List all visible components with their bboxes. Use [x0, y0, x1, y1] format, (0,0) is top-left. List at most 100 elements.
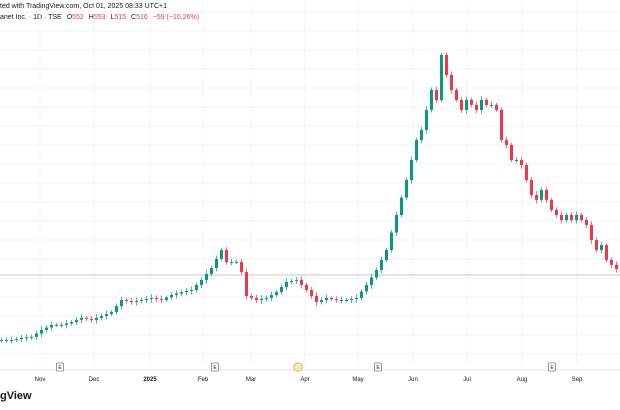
earnings-event-label: E [376, 365, 380, 371]
candle-body [280, 287, 283, 293]
candle-body [560, 214, 563, 221]
candle-body [135, 301, 138, 303]
candle-body [145, 299, 148, 301]
candle-body [50, 324, 53, 328]
candle-body [390, 232, 393, 250]
candle-body [460, 100, 463, 110]
candle-body [585, 220, 588, 225]
candle-body [120, 300, 123, 307]
change-value: −59 (−10.26%) [152, 14, 200, 21]
candle-body [250, 295, 253, 298]
candle-body [440, 54, 443, 101]
candle-body [445, 54, 448, 75]
candle-body [425, 109, 428, 130]
published-caption: ted with TradingView.com, Oct 01, 2025 0… [0, 3, 167, 10]
candle-body [360, 291, 363, 298]
candle-body [345, 300, 348, 302]
candle-body [105, 314, 108, 316]
candle-body [525, 165, 528, 181]
candle-body [190, 289, 193, 291]
candle-body [370, 277, 373, 285]
candle-body [75, 319, 78, 322]
tradingview-logo: gView [0, 390, 32, 402]
candle-body [45, 327, 48, 330]
candle-body [575, 214, 578, 221]
candle-body [260, 299, 263, 301]
earnings-event-icon [374, 362, 382, 372]
candle-body [320, 300, 323, 302]
candle-body [225, 249, 228, 262]
candle-body [395, 214, 398, 233]
candle-body [265, 297, 268, 300]
candle-body [405, 180, 408, 198]
candle-body [495, 104, 498, 110]
candle-body [385, 249, 388, 261]
candle-body [465, 100, 468, 110]
x-tick-label: Jul [463, 377, 471, 383]
candle-body [90, 319, 93, 321]
candle-body [60, 324, 63, 326]
candle-body [160, 299, 163, 301]
candle-body [235, 261, 238, 263]
candle-body [615, 264, 618, 270]
candle-body [230, 261, 233, 263]
candle-body [325, 297, 328, 301]
candle-body [140, 300, 143, 302]
candle-body [455, 89, 458, 101]
candle-body [590, 224, 593, 241]
candle-body [340, 300, 343, 302]
candle-body [220, 249, 223, 259]
candle-body [20, 337, 23, 340]
candle-body [375, 269, 378, 278]
high-value: 553 [93, 14, 106, 21]
x-tick-label: May [352, 377, 363, 383]
candle-body [350, 299, 353, 301]
earnings-event-icon [548, 362, 556, 372]
earnings-event-icon [211, 362, 219, 372]
candle-body [290, 281, 293, 283]
candle-body [600, 245, 603, 250]
candle-body [530, 180, 533, 195]
candle-body [210, 267, 213, 275]
candle-body [165, 297, 168, 301]
candle-body [175, 293, 178, 295]
candle-body [500, 109, 503, 141]
candle-body [85, 317, 88, 320]
candle-body [480, 100, 483, 110]
candle-body [315, 295, 318, 302]
x-tick-label: Dec [89, 377, 100, 383]
open-label: O [66, 14, 73, 21]
price-chart[interactable]: Nov Dec 2025 Feb Mar Apr May Jun Jul Aug Sep E E S E E [0, 0, 620, 390]
candle-body [115, 306, 118, 313]
candle-body [410, 160, 413, 181]
candle-body [10, 340, 13, 342]
candle-body [200, 280, 203, 285]
candle-body [255, 297, 258, 301]
candle-body [195, 284, 198, 290]
candle-body [400, 197, 403, 215]
candle-body [335, 299, 338, 301]
close-value: 516 [136, 14, 148, 21]
candle-body [110, 312, 113, 315]
candle-body [485, 100, 488, 105]
candle-body [180, 292, 183, 294]
high-label: H [88, 14, 94, 21]
candle-body [215, 258, 218, 268]
candle-body [490, 104, 493, 106]
candle-body [295, 280, 298, 282]
candle-body [430, 89, 433, 110]
candle-body [300, 280, 303, 285]
candle-body [570, 214, 573, 221]
candle-body [95, 317, 98, 321]
candle-body [355, 297, 358, 300]
candle-body [540, 189, 543, 200]
candle-body [365, 284, 368, 292]
candle-body [130, 301, 133, 303]
candle-body [330, 297, 333, 300]
ohlc-legend: anet Inc. · 1D · TSE O552 H553 L515 C516… [0, 14, 199, 21]
split-event-icon [293, 362, 303, 372]
candle-body [420, 129, 423, 141]
candle-body [415, 140, 418, 161]
candle-body [580, 214, 583, 221]
candle-body [435, 89, 438, 101]
